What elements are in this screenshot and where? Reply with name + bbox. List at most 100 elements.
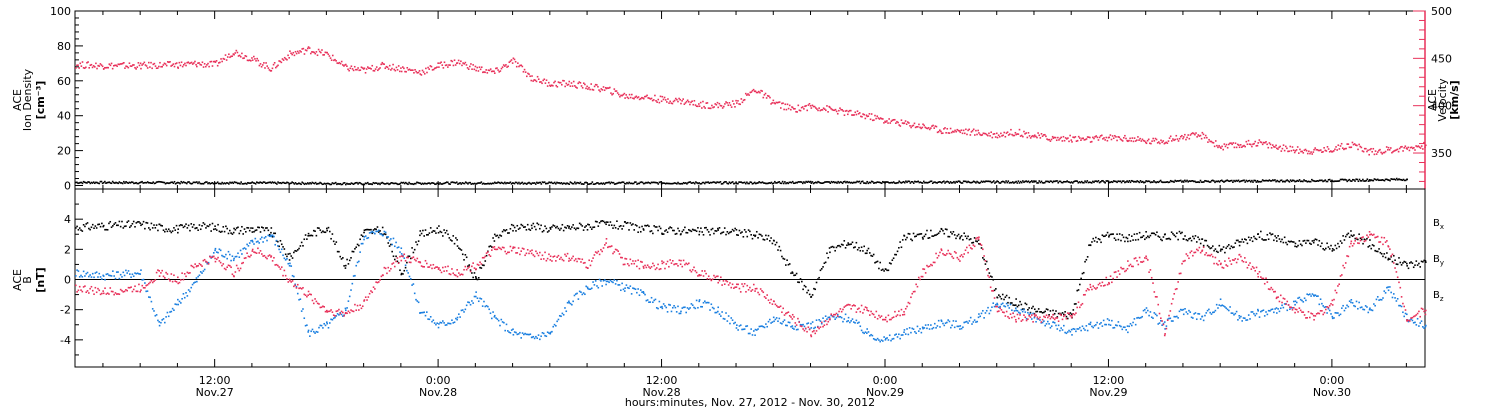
velocity-tick-label: 350 (1431, 147, 1452, 160)
ion_density-point (1236, 180, 1239, 182)
bz-point (225, 268, 227, 271)
by-point (280, 248, 283, 251)
velocity-point (1018, 128, 1021, 131)
velocity-point (1125, 137, 1127, 140)
velocity-point (135, 68, 137, 70)
bx-point (694, 229, 697, 232)
ion_density-point (1033, 180, 1036, 183)
by-point (763, 326, 766, 329)
ion_density-point (77, 182, 79, 185)
by-point (520, 337, 523, 339)
ion_density-point (607, 181, 609, 184)
ion_density-point (1164, 181, 1166, 184)
by-point (761, 325, 763, 327)
velocity-point (1264, 141, 1266, 144)
bx-point (296, 249, 299, 251)
ion_density-point (252, 182, 255, 184)
ion_density-point (377, 183, 379, 185)
ion_density-point (374, 182, 377, 184)
series-ion_density (75, 177, 1408, 186)
velocity-point (525, 75, 528, 78)
velocity-point (1051, 135, 1054, 138)
velocity-point (419, 73, 422, 75)
by-point (770, 322, 772, 324)
by-point (504, 329, 506, 332)
velocity-point (701, 107, 703, 109)
velocity-point (867, 115, 870, 117)
bx-point (1277, 235, 1279, 237)
ion_density-point (741, 182, 744, 184)
velocity-point (979, 133, 981, 136)
ion_density-point (750, 181, 753, 184)
by-point (1120, 325, 1122, 328)
ion_density-point (1285, 179, 1287, 182)
bx-point (1178, 230, 1181, 233)
by-point (363, 238, 365, 241)
ion_density-point (958, 180, 961, 183)
bz-point (209, 255, 211, 258)
by-point (358, 260, 360, 263)
bx-point (1269, 232, 1271, 234)
ion_density-point (902, 180, 905, 183)
velocity-point (452, 64, 455, 67)
by-point (1359, 306, 1362, 309)
ion_density-point (1235, 179, 1238, 182)
by-point (634, 288, 637, 291)
bx-point (155, 224, 158, 226)
by-point (270, 235, 273, 238)
by-point (1041, 321, 1044, 324)
ion_density-point (1047, 180, 1049, 183)
velocity-point (161, 65, 163, 68)
velocity-point (496, 67, 498, 69)
by-point (585, 285, 587, 288)
bx-point (289, 252, 291, 255)
bx-point (1013, 304, 1016, 307)
bx-point (1029, 311, 1032, 314)
velocity-point (1161, 141, 1163, 144)
bx-point (1276, 240, 1278, 242)
velocity-point (513, 58, 516, 61)
ion_density-point (1127, 181, 1130, 183)
velocity-point (251, 59, 254, 61)
bx-point (1362, 242, 1364, 245)
by-point (1044, 324, 1046, 327)
ion_density-point (232, 182, 235, 185)
velocity-point (302, 47, 305, 50)
velocity-point (727, 104, 730, 107)
velocity-point (829, 106, 831, 109)
by-point (294, 283, 296, 286)
velocity-point (621, 94, 623, 97)
velocity-point (655, 99, 657, 102)
ion_density-point (1177, 180, 1180, 182)
bx-point (549, 228, 552, 230)
by-point (1358, 301, 1360, 304)
velocity-point (117, 63, 120, 66)
velocity-point (193, 62, 195, 64)
bx-point (1198, 238, 1201, 241)
by-point (1149, 311, 1152, 313)
bx-point (343, 265, 345, 267)
bx-point (284, 253, 287, 256)
ion_density-point (366, 181, 369, 184)
velocity-point (641, 96, 643, 99)
by-point (1162, 322, 1165, 325)
by-point (1275, 307, 1278, 309)
ion_density-point (117, 182, 120, 185)
ion_density-point (524, 182, 527, 185)
velocity-point (129, 65, 132, 67)
velocity-point (585, 87, 587, 90)
velocity-point (948, 132, 951, 134)
bx-point (810, 295, 813, 298)
ion_density-point (1283, 180, 1285, 183)
ion_density-point (836, 182, 838, 184)
velocity-point (1019, 135, 1022, 137)
ion_density-point (130, 181, 133, 183)
by-point (973, 319, 976, 321)
velocity-point (647, 97, 649, 99)
velocity-point (715, 103, 718, 106)
ion_density-point (1210, 179, 1213, 182)
bx-point (1418, 262, 1420, 265)
bx-point (562, 229, 565, 232)
velocity-point (577, 82, 579, 85)
velocity-point (529, 75, 531, 78)
